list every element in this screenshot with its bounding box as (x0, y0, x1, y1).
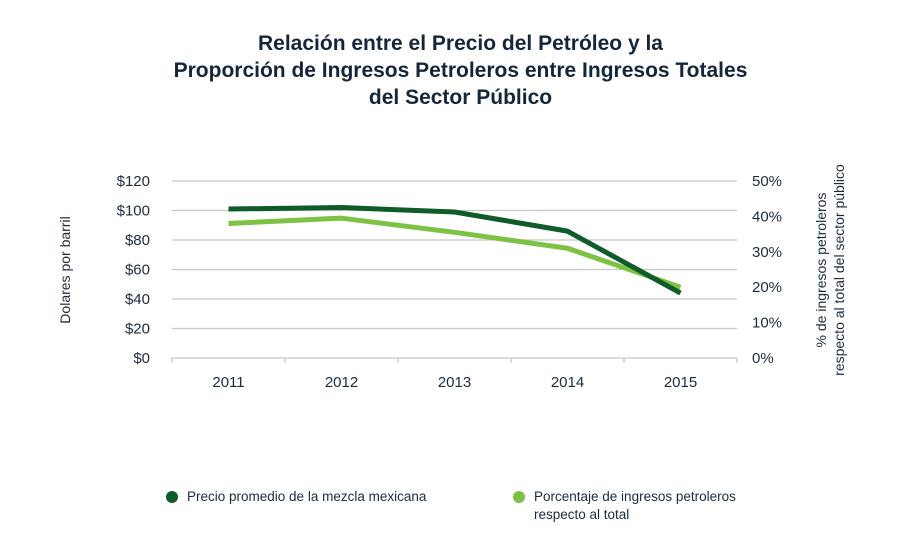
x-tick-label: 2013 (438, 374, 471, 391)
legend-label-percentage-line-2: respecto al total (534, 507, 630, 522)
left-tick-label: $0 (133, 350, 150, 367)
legend-item-percentage: Porcentaje de ingresos petroleros respec… (513, 488, 736, 524)
x-tick-label: 2012 (325, 374, 358, 391)
right-tick-label: 20% (752, 279, 782, 296)
legend-item-price: Precio promedio de la mezcla mexicana (166, 488, 426, 506)
x-tick-label: 2015 (664, 374, 697, 391)
chart-title: Relación entre el Precio del Petróleo y … (0, 30, 921, 111)
left-tick-label: $120 (117, 173, 150, 190)
x-axis: 2011 2012 2013 2014 2015 (171, 357, 738, 391)
left-tick-label: $20 (125, 321, 150, 338)
chart-title-line-3: del Sector Público (368, 86, 553, 109)
right-y-axis: 0% 10% 20% 30% 40% 50% (752, 173, 782, 367)
series-line-price (228, 205, 682, 296)
right-tick-label: 40% (752, 208, 782, 225)
x-tick-label: 2011 (212, 374, 244, 391)
series-line-percentage (228, 215, 682, 290)
gridlines (172, 180, 737, 330)
right-tick-label: 30% (752, 244, 782, 261)
left-tick-label: $40 (125, 291, 150, 308)
left-tick-label: $80 (125, 232, 150, 249)
right-axis-title-line-1: % de ingresos petroleros (813, 193, 829, 348)
x-tick-label: 2014 (551, 374, 584, 391)
left-y-axis: $0 $20 $40 $60 $80 $100 $120 (117, 173, 150, 367)
chart-title-line-2: Proporción de Ingresos Petroleros entre … (173, 59, 748, 82)
right-tick-label: 50% (752, 173, 782, 190)
left-tick-label: $100 (117, 203, 150, 220)
left-tick-label: $60 (125, 262, 150, 279)
legend-label-percentage-line-1: Porcentaje de ingresos petroleros (534, 489, 736, 504)
right-axis-title-line-2: respecto al total del sector público (831, 164, 847, 376)
legend-label-price: Precio promedio de la mezcla mexicana (187, 489, 427, 504)
right-tick-label: 10% (752, 315, 782, 332)
legend-marker-percentage (513, 491, 525, 503)
chart-title-line-1: Relación entre el Precio del Petróleo y … (258, 32, 663, 55)
series-lines (228, 205, 682, 296)
right-tick-label: 0% (752, 350, 774, 367)
left-axis-title: Dolares por barril (57, 216, 73, 323)
legend-marker-price (166, 491, 178, 503)
